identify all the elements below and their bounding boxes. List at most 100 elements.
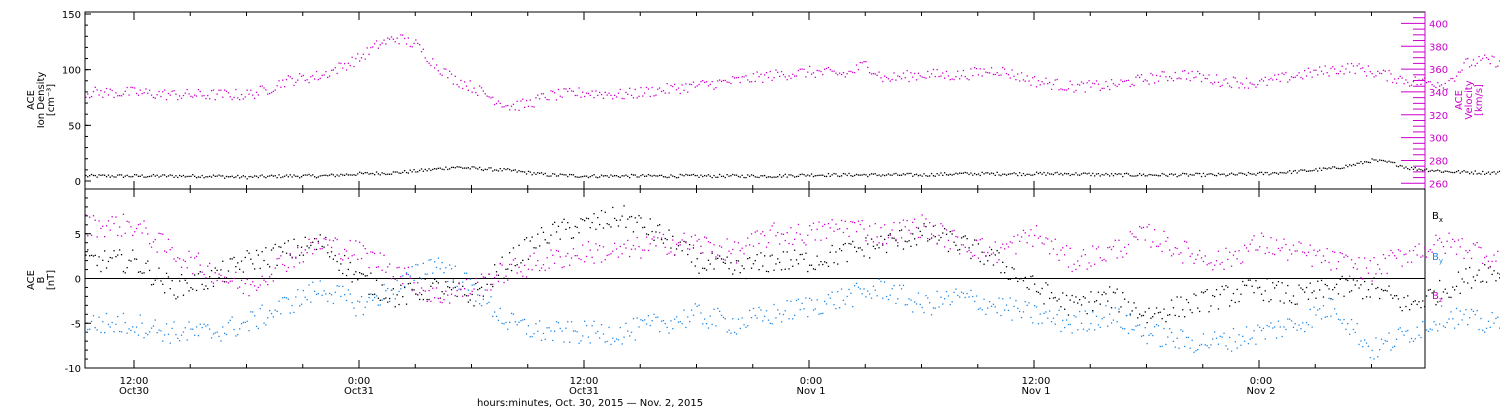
- top-series-density-point: [473, 166, 475, 168]
- series-by-point: [190, 328, 192, 330]
- top-series-velocity-point: [1204, 77, 1206, 80]
- top-series-velocity-point: [192, 96, 194, 98]
- series-bx-point: [1392, 297, 1394, 299]
- series-bx-point: [642, 226, 644, 229]
- series-bz-point: [362, 245, 364, 247]
- top-series-density-point: [1416, 169, 1418, 171]
- top-series-density-point: [983, 173, 985, 175]
- series-bx-point: [947, 250, 950, 253]
- series-bz-point: [300, 252, 303, 254]
- series-bx-point: [891, 237, 893, 239]
- series-bx-point: [1154, 313, 1156, 315]
- top-series-density-point: [314, 176, 316, 178]
- series-by-point: [1174, 346, 1176, 348]
- series-by-point: [876, 295, 878, 297]
- top-series-density-point: [1300, 169, 1302, 171]
- top-series-density-point: [1275, 172, 1278, 174]
- series-bz-point: [514, 257, 516, 260]
- series-by-point: [1388, 332, 1390, 334]
- top-series-density-point: [584, 175, 586, 177]
- top-series-velocity-point: [1052, 83, 1055, 86]
- series-bx-point: [540, 227, 543, 229]
- top-series-velocity-point: [278, 80, 280, 82]
- series-bx-point: [340, 263, 342, 265]
- series-bz-point: [683, 232, 685, 234]
- top-series-velocity-point: [115, 92, 117, 94]
- top-series-velocity-point: [347, 62, 349, 64]
- top-series-velocity-point: [970, 68, 972, 70]
- series-bx-point: [1191, 311, 1193, 314]
- top-series-velocity-point: [1309, 71, 1311, 73]
- series-bz-point: [863, 228, 865, 230]
- series-by-point: [387, 287, 389, 290]
- series-bx-point: [411, 288, 413, 291]
- series-by-point: [557, 322, 560, 324]
- top-series-density-point: [1268, 174, 1270, 176]
- top-series-density-point: [934, 175, 936, 177]
- top-series-velocity-point: [919, 75, 921, 77]
- series-by-point: [1484, 331, 1486, 333]
- top-series-velocity-point: [462, 87, 464, 90]
- series-bz-point: [1270, 237, 1272, 239]
- top-series-velocity-point: [257, 94, 259, 96]
- top-series-density-point: [1099, 175, 1101, 177]
- top-series-density-point: [255, 175, 258, 177]
- series-bz-point: [824, 223, 826, 226]
- top-series-density-point: [490, 167, 492, 169]
- series-by-point: [923, 311, 925, 314]
- series-by-point: [1131, 328, 1133, 331]
- series-by-point: [917, 292, 920, 294]
- series-bz-point: [293, 266, 295, 268]
- series-bz-point: [644, 249, 646, 251]
- top-series-velocity-point: [552, 90, 554, 93]
- top-series-density-point: [321, 174, 323, 177]
- series-by-point: [342, 285, 344, 288]
- series-by-point: [690, 309, 693, 311]
- top-series-density-point: [947, 174, 950, 176]
- top-series-velocity-point: [1215, 74, 1218, 76]
- series-bz-point: [396, 267, 398, 269]
- top-series-velocity-point: [1238, 87, 1240, 89]
- series-bz-point: [522, 275, 524, 277]
- series-by-point: [580, 340, 582, 342]
- top-series-velocity-point: [694, 86, 696, 88]
- top-series-velocity-point: [771, 79, 773, 81]
- series-bx-point: [827, 265, 830, 267]
- series-bx-point: [621, 215, 623, 217]
- top-series-density-point: [92, 174, 95, 177]
- series-bz-point: [119, 226, 121, 228]
- series-bz-point: [1249, 243, 1251, 245]
- top-series-velocity-point: [1079, 84, 1081, 86]
- series-bx-point: [377, 297, 379, 299]
- series-bx-point: [516, 264, 518, 266]
- top-series-density-point: [417, 171, 419, 173]
- top-series-density-point: [239, 177, 241, 179]
- series-bz-point: [1223, 268, 1225, 270]
- series-by-point: [696, 305, 698, 307]
- top-series-velocity-point: [473, 87, 475, 89]
- series-bz-point: [1313, 249, 1315, 251]
- top-series-velocity-point: [625, 91, 627, 94]
- top-series-velocity-point: [524, 106, 526, 108]
- series-bx-point: [454, 286, 456, 289]
- series-by-point: [98, 316, 100, 318]
- top-series-velocity-point: [450, 73, 453, 75]
- top-series-density-point: [120, 174, 123, 176]
- series-bz-point: [1161, 250, 1163, 253]
- series-bz-point: [465, 278, 468, 281]
- series-bx-point: [1274, 287, 1276, 289]
- series-bx-point: [1169, 314, 1171, 316]
- top-series-density-point: [1343, 167, 1345, 169]
- top-series-density-point: [130, 176, 132, 178]
- series-by-point: [1395, 338, 1398, 340]
- top-series-velocity-point: [1412, 80, 1415, 83]
- series-bx-point: [1229, 305, 1231, 307]
- series-bz-point: [889, 234, 891, 236]
- series-by-point: [597, 330, 599, 333]
- top-series-velocity-point: [1236, 81, 1238, 83]
- series-bz-point: [1294, 250, 1296, 252]
- series-bx-point: [531, 236, 533, 238]
- series-by-point: [164, 334, 166, 336]
- top-series-velocity-point: [329, 75, 331, 77]
